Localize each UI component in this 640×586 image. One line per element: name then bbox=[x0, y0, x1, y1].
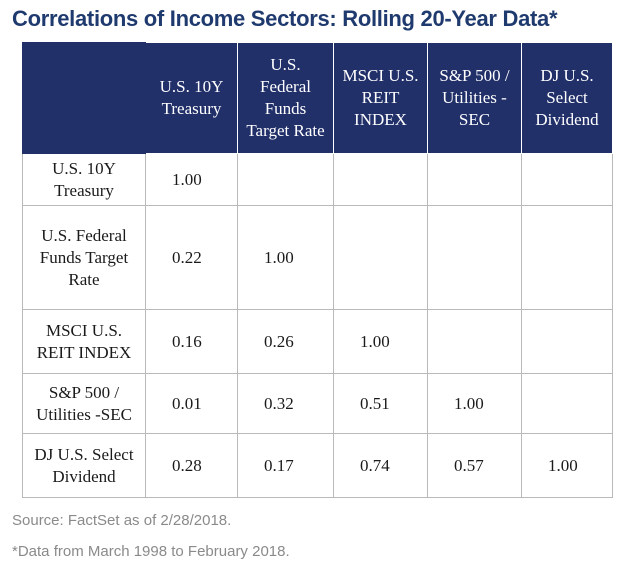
row-label: S&P 500 / Utilities -SEC bbox=[22, 373, 146, 434]
correlation-cell bbox=[521, 373, 613, 434]
correlation-cell bbox=[333, 205, 428, 310]
correlation-cell: 0.74 bbox=[333, 433, 428, 498]
table-row: U.S. Federal Funds Target Rate 0.22 1.00 bbox=[22, 205, 613, 310]
row-label: MSCI U.S. REIT INDEX bbox=[22, 309, 146, 374]
correlation-cell bbox=[521, 309, 613, 374]
column-header: U.S. 10Y Treasury bbox=[145, 42, 238, 154]
table-row: MSCI U.S. REIT INDEX 0.16 0.26 1.00 bbox=[22, 309, 613, 374]
correlation-cell: 0.16 bbox=[145, 309, 238, 374]
correlation-cell: 0.51 bbox=[333, 373, 428, 434]
correlation-cell bbox=[237, 153, 334, 206]
chart-title: Correlations of Income Sectors: Rolling … bbox=[12, 6, 558, 31]
correlation-cell: 0.28 bbox=[145, 433, 238, 498]
correlation-cell: 0.57 bbox=[427, 433, 522, 498]
column-header: MSCI U.S. REIT INDEX bbox=[333, 42, 428, 154]
footnote: *Data from March 1998 to February 2018. bbox=[12, 543, 290, 560]
source-note: Source: FactSet as of 2/28/2018. bbox=[12, 512, 232, 529]
table-row: S&P 500 / Utilities -SEC 0.01 0.32 0.51 … bbox=[22, 373, 613, 434]
correlation-cell: 0.22 bbox=[145, 205, 238, 310]
correlation-cell: 1.00 bbox=[237, 205, 334, 310]
correlation-cell: 1.00 bbox=[427, 373, 522, 434]
correlation-cell: 1.00 bbox=[521, 433, 613, 498]
correlation-cell bbox=[427, 205, 522, 310]
correlation-cell bbox=[333, 153, 428, 206]
table-row: U.S. 10Y Treasury 1.00 bbox=[22, 153, 613, 206]
correlation-table: U.S. 10Y Treasury U.S. Federal Funds Tar… bbox=[22, 42, 613, 498]
row-label: U.S. Federal Funds Target Rate bbox=[22, 205, 146, 310]
correlation-cell: 0.01 bbox=[145, 373, 238, 434]
row-label: DJ U.S. Select Dividend bbox=[22, 433, 146, 498]
correlation-cell: 1.00 bbox=[145, 153, 238, 206]
correlation-cell: 1.00 bbox=[333, 309, 428, 374]
header-row: U.S. 10Y Treasury U.S. Federal Funds Tar… bbox=[22, 42, 613, 154]
correlation-cell bbox=[427, 153, 522, 206]
correlation-cell bbox=[521, 205, 613, 310]
correlation-cell: 0.17 bbox=[237, 433, 334, 498]
header-corner-cell bbox=[22, 42, 146, 154]
correlation-cell: 0.32 bbox=[237, 373, 334, 434]
column-header: S&P 500 / Utilities - SEC bbox=[427, 42, 522, 154]
column-header: U.S. Federal Funds Target Rate bbox=[237, 42, 334, 154]
correlation-cell bbox=[521, 153, 613, 206]
row-label: U.S. 10Y Treasury bbox=[22, 153, 146, 206]
column-header: DJ U.S. Select Dividend bbox=[521, 42, 613, 154]
correlation-cell: 0.26 bbox=[237, 309, 334, 374]
table-row: DJ U.S. Select Dividend 0.28 0.17 0.74 0… bbox=[22, 433, 613, 498]
correlation-cell bbox=[427, 309, 522, 374]
